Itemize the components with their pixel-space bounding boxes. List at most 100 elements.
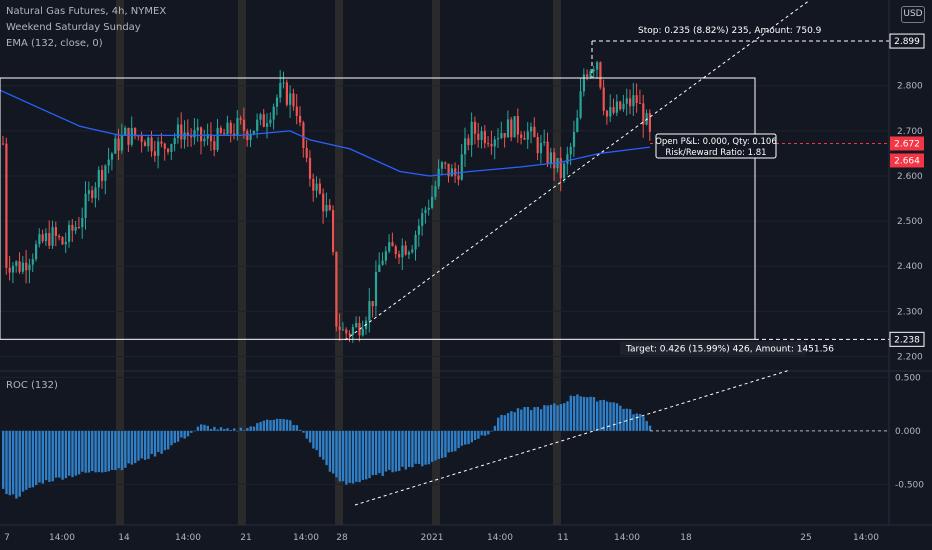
roc-bar [417, 430, 421, 465]
roc-histogram [2, 394, 889, 499]
candle-body [480, 131, 483, 140]
roc-bar [11, 430, 15, 495]
candle-body [526, 131, 529, 140]
roc-bar [233, 428, 236, 431]
roc-bar [341, 430, 345, 482]
roc-bar [173, 430, 176, 443]
ema-legend[interactable]: EMA (132, close, 0) [6, 38, 103, 49]
roc-bar [71, 430, 74, 478]
roc-bar [140, 430, 143, 459]
time-tick-label: 14 [118, 533, 130, 543]
price-tick-label: 2.400 [897, 262, 923, 272]
roc-bar [8, 430, 11, 496]
candle-body [153, 151, 156, 156]
candle-body [180, 124, 183, 140]
candle-body [18, 261, 21, 272]
roc-bar [480, 430, 483, 436]
candle-body [193, 130, 196, 138]
candle-body [503, 133, 506, 138]
roc-bar [104, 430, 107, 473]
roc-bar [533, 407, 536, 431]
candle-body [500, 133, 503, 139]
roc-bar [563, 403, 566, 431]
candle-body [434, 186, 437, 197]
stop-price-tag: 2.899 [894, 37, 920, 47]
currency-button[interactable]: USD [901, 6, 925, 23]
candle-body [104, 165, 107, 181]
roc-bar [282, 419, 285, 431]
roc-bar [513, 412, 516, 431]
roc-bar [25, 430, 28, 490]
candle-body [5, 143, 8, 268]
candle-body [460, 154, 463, 180]
candle-body [262, 114, 265, 127]
grid [0, 0, 932, 526]
roc-bar [64, 430, 68, 479]
price-tick-label: 2.800 [897, 82, 923, 92]
price-tick-label: 2.200 [897, 352, 923, 362]
roc-bar [530, 410, 533, 431]
time-tick-label: 14:00 [293, 533, 319, 543]
roc-bar [338, 430, 341, 482]
price-tick-label: 2.600 [897, 172, 923, 182]
candle-body [299, 115, 302, 123]
candle-body [351, 327, 354, 335]
roc-bar [612, 402, 615, 431]
roc-bar [137, 430, 140, 461]
price-tick-label: 2.500 [897, 217, 923, 227]
roc-bar [645, 421, 648, 431]
roc-bar [315, 430, 318, 451]
pnl-label: Open P&L: 0.000, Qty: 0.106 [655, 137, 777, 147]
candle-body [341, 329, 345, 331]
roc-bar [190, 430, 193, 433]
candle-body [51, 227, 54, 246]
time-tick-label: 11 [557, 533, 568, 543]
roc-bar [431, 430, 434, 462]
candle-body [322, 193, 325, 212]
roc-bar [368, 430, 371, 479]
roc-bar [110, 430, 114, 470]
roc-bar [2, 430, 5, 489]
candle-body [143, 141, 147, 147]
roc-bar [365, 430, 368, 480]
roc-bar [302, 430, 305, 433]
ema-price-tag: 2.664 [894, 156, 920, 166]
candle-body [203, 138, 206, 142]
weekend-band [116, 0, 124, 525]
roc-bar [615, 403, 619, 431]
ema-price-tag-bg [890, 153, 924, 168]
roc-bar [203, 424, 206, 431]
candle-body [87, 190, 90, 194]
candle-body [94, 187, 97, 199]
candle-body [275, 97, 279, 107]
candle-body [599, 62, 602, 88]
candle-body [490, 143, 493, 147]
candle-body [15, 261, 18, 266]
roc-bar [361, 430, 365, 480]
target-label: Target: 0.426 (15.99%) 426, Amount: 1451… [625, 344, 834, 354]
time-tick-label: 21 [240, 533, 251, 543]
candle-body [454, 168, 457, 176]
roc-legend[interactable]: ROC (132) [6, 380, 58, 391]
roc-bar [322, 430, 325, 460]
roc-bar [539, 409, 543, 431]
roc-bar [38, 430, 41, 483]
roc-bar [328, 430, 332, 472]
roc-bar [318, 430, 322, 457]
roc-bar [638, 413, 642, 431]
roc-bar [632, 414, 635, 431]
candle-body [589, 71, 592, 77]
stop-label: Stop: 0.235 (8.82%) 235, Amount: 750.9 [638, 26, 822, 36]
roc-bar [183, 430, 186, 439]
candle-body [117, 138, 120, 151]
drawings: Stop: 0.235 (8.82%) 235, Amount: 750.9 Ta… [0, 0, 889, 506]
roc-bar [41, 430, 44, 484]
candle-body [338, 326, 341, 330]
roc-bar [642, 416, 645, 431]
roc-bar [602, 399, 605, 431]
roc-bar [209, 428, 213, 431]
ema-line [0, 89, 651, 177]
candle-body [266, 123, 269, 127]
candle-body [229, 122, 232, 134]
